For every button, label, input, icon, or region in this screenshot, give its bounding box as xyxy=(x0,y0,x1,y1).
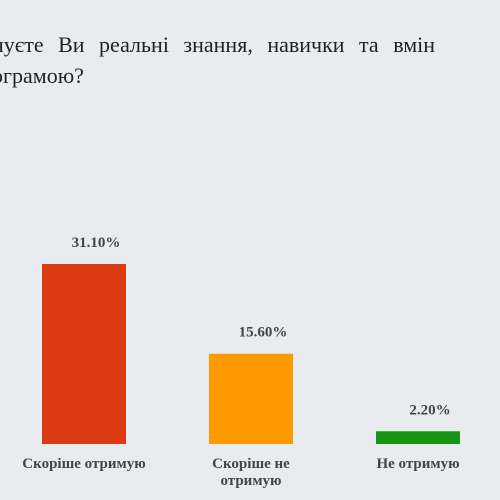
data-label-3: 2.20% xyxy=(409,402,450,418)
category-label-2-line-2: отримую xyxy=(220,473,281,489)
data-label-1: 31.10% xyxy=(72,235,121,251)
category-label-3: Не отримую xyxy=(376,456,459,472)
data-label-2: 15.60% xyxy=(239,325,288,341)
bar-2 xyxy=(209,353,293,444)
category-label-2-line-1: Скоріше не xyxy=(212,456,290,472)
chart-title: нуєте Ви реальні знання, навички та вмін… xyxy=(0,30,500,100)
chart-title-line-1: нуєте Ви реальні знання, навички та вмін xyxy=(0,32,436,57)
bar-1 xyxy=(42,264,126,444)
bar-3 xyxy=(376,431,460,444)
category-label-1: Скоріше отримую xyxy=(22,456,145,472)
chart-title-line-2: ограмою? xyxy=(0,63,84,88)
